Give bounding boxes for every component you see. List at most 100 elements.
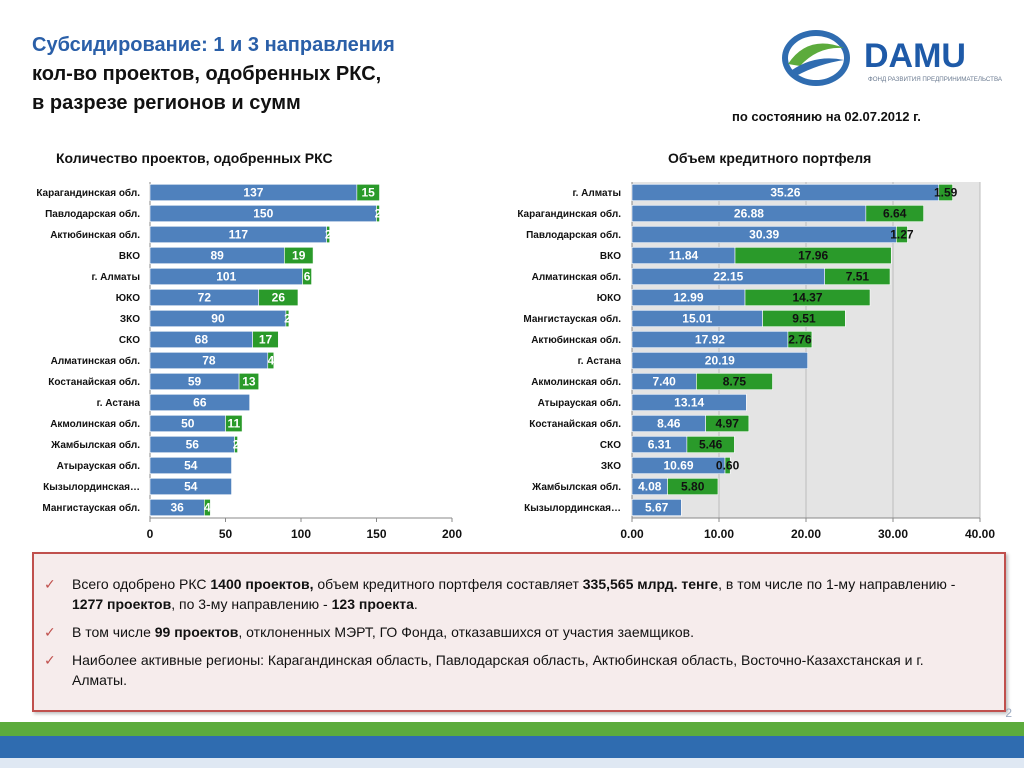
left-x-tick-label: 150 bbox=[366, 527, 386, 541]
left-category-label: Павлодарская обл. bbox=[45, 208, 140, 220]
left-category-label: Карагандинская обл. bbox=[36, 187, 140, 199]
left-bar-value-1: 36 bbox=[171, 501, 185, 515]
left-x-tick-label: 0 bbox=[147, 527, 154, 541]
left-bar-segment-2 bbox=[356, 184, 380, 201]
right-category-label: Атырауская обл. bbox=[538, 397, 622, 409]
damu-logo: DAMU ФОНД РАЗВИТИЯ ПРЕДПРИНИМАТЕЛЬСТВА bbox=[782, 30, 1003, 86]
right-category-label: г. Алматы bbox=[572, 188, 621, 199]
left-bar-value-1: 101 bbox=[216, 270, 236, 284]
left-bar-segment-2 bbox=[204, 499, 211, 516]
left-bar-segment-2 bbox=[267, 352, 275, 369]
right-category-label: Костанайская обл. bbox=[529, 418, 621, 430]
left-chart-title: Количество проектов, одобренных РКС bbox=[56, 150, 333, 166]
left-bar-value-2: 2 bbox=[325, 228, 332, 242]
check-icon: ✓ bbox=[44, 576, 56, 592]
right-bar-value-1: 26.88 bbox=[734, 207, 764, 221]
right-bar-value-1: 10.69 bbox=[663, 459, 693, 473]
right-category-label: Мангистауская обл. bbox=[523, 313, 621, 325]
right-category-label: г. Астана bbox=[578, 356, 622, 367]
right-category-label: Кызылординская… bbox=[524, 503, 621, 514]
left-category-label: Кызылординская… bbox=[43, 482, 140, 493]
right-bar-segment-2 bbox=[734, 247, 892, 264]
left-bar-value-1: 50 bbox=[181, 417, 195, 431]
left-category-label: Костанайская обл. bbox=[48, 376, 140, 388]
left-bar-value-2: 15 bbox=[362, 186, 376, 200]
right-bar-value-1: 13.14 bbox=[674, 396, 704, 410]
right-category-label: СКО bbox=[600, 440, 621, 451]
right-category-label: Актюбинская обл. bbox=[531, 334, 621, 346]
summary-text: Наиболее активные регионы: Карагандинска… bbox=[72, 652, 924, 688]
left-bar-value-1: 150 bbox=[253, 207, 273, 221]
left-bar-segment-2 bbox=[284, 247, 314, 264]
right-bar-value-2: 9.51 bbox=[792, 312, 816, 326]
left-bar-value-2: 13 bbox=[242, 375, 256, 389]
left-bar-segment-2 bbox=[225, 415, 243, 432]
title-line-1: Субсидирование: 1 и 3 направления bbox=[32, 34, 395, 56]
logo-text: DAMU bbox=[864, 37, 966, 75]
right-bar-value-2: 4.97 bbox=[716, 417, 740, 431]
left-x-tick-label: 200 bbox=[442, 527, 462, 541]
right-bar-segment-2 bbox=[762, 310, 846, 327]
right-bar-segment-1 bbox=[631, 394, 747, 411]
left-bar-value-1: 137 bbox=[243, 186, 263, 200]
left-category-label: Жамбылская обл. bbox=[50, 439, 140, 451]
left-category-label: Атырауская обл. bbox=[57, 460, 141, 472]
right-bar-value-1: 5.67 bbox=[645, 501, 669, 515]
left-bar-value-2: 2 bbox=[233, 438, 240, 452]
left-bar-segment-2 bbox=[326, 226, 330, 243]
right-bar-segment-2 bbox=[705, 415, 750, 432]
right-x-tick-label: 30.00 bbox=[878, 527, 908, 541]
left-category-label: Акмолинская обл. bbox=[50, 418, 140, 430]
left-category-label: г. Астана bbox=[97, 398, 141, 409]
right-bar-value-2: 1.27 bbox=[890, 228, 914, 242]
right-bar-segment-2 bbox=[938, 184, 953, 201]
left-category-label: ВКО bbox=[119, 251, 140, 262]
right-bar-segment-2 bbox=[865, 205, 924, 222]
summary-box: ✓ Всего одобрено РКС 1400 проектов, объе… bbox=[32, 552, 1006, 712]
left-bar-segment-2 bbox=[238, 373, 260, 390]
right-x-tick-label: 0.00 bbox=[620, 527, 644, 541]
footer-stripe-green bbox=[0, 722, 1024, 736]
right-bar-segment-2 bbox=[824, 268, 891, 285]
right-bar-segment-2 bbox=[667, 478, 719, 495]
date-note: по состоянию на 02.07.2012 г. bbox=[732, 109, 921, 124]
right-bar-segment-2 bbox=[787, 331, 813, 348]
left-bar-segment-2 bbox=[285, 310, 290, 327]
right-bar-value-2: 14.37 bbox=[793, 291, 823, 305]
left-bar-value-2: 2 bbox=[284, 312, 291, 326]
left-category-label: ЗКО bbox=[120, 314, 140, 325]
right-bar-value-2: 6.64 bbox=[883, 207, 907, 221]
right-x-tick-label: 40.00 bbox=[965, 527, 995, 541]
right-bar-value-1: 35.26 bbox=[770, 186, 800, 200]
right-category-label: Жамбылская обл. bbox=[531, 481, 621, 493]
left-bar-value-2: 2 bbox=[375, 207, 382, 221]
right-bar-value-2: 7.51 bbox=[846, 270, 870, 284]
right-bar-value-1: 22.15 bbox=[713, 270, 743, 284]
left-bar-value-2: 19 bbox=[292, 249, 306, 263]
left-bar-value-2: 17 bbox=[259, 333, 273, 347]
title-line-3: в разрезе регионов и сумм bbox=[32, 92, 301, 114]
right-bar-value-1: 6.31 bbox=[648, 438, 672, 452]
right-bar-segment-2 bbox=[896, 226, 908, 243]
right-bar-segment-2 bbox=[696, 373, 773, 390]
right-bar-segment-1 bbox=[631, 352, 808, 369]
right-bar-value-1: 17.92 bbox=[695, 333, 725, 347]
right-x-tick-label: 10.00 bbox=[704, 527, 734, 541]
left-bar-value-1: 89 bbox=[211, 249, 225, 263]
right-bar-value-2: 0.60 bbox=[716, 459, 740, 473]
right-bar-segment-2 bbox=[744, 289, 871, 306]
right-category-label: Алматинская обл. bbox=[532, 271, 622, 283]
right-bar-value-2: 2.76 bbox=[788, 333, 812, 347]
left-category-label: СКО bbox=[119, 335, 140, 346]
left-x-tick-label: 50 bbox=[219, 527, 233, 541]
summary-text: В том числе 99 проектов, отклоненных МЭР… bbox=[72, 624, 694, 640]
footer-band bbox=[0, 722, 1024, 768]
left-bar-value-1: 54 bbox=[184, 480, 198, 494]
left-bar-segment-2 bbox=[258, 289, 299, 306]
left-bar-value-1: 66 bbox=[193, 396, 207, 410]
slide-title: Субсидирование: 1 и 3 направления кол-во… bbox=[32, 30, 395, 118]
summary-item: ✓ В том числе 99 проектов, отклоненных М… bbox=[44, 622, 974, 642]
left-bar-value-2: 6 bbox=[304, 270, 311, 284]
right-chart-title: Объем кредитного портфеля bbox=[668, 150, 872, 166]
right-bar-value-2: 5.80 bbox=[681, 480, 705, 494]
